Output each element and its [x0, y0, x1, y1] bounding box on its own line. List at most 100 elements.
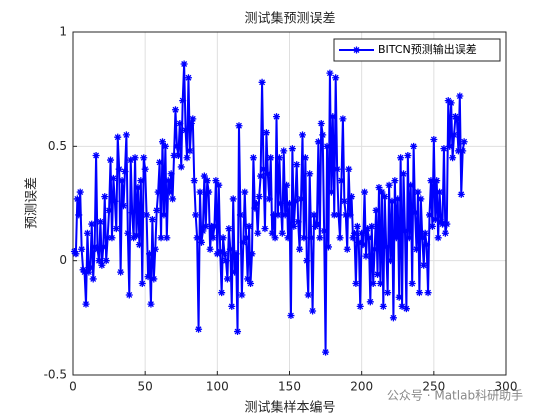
point-marker: [76, 188, 84, 196]
point-marker: [105, 206, 113, 214]
point-marker: [261, 225, 269, 233]
point-marker: [218, 289, 226, 297]
point-marker: [228, 302, 236, 310]
point-marker: [242, 234, 250, 242]
point-marker: [369, 280, 377, 288]
point-marker: [268, 229, 276, 237]
point-marker: [423, 241, 431, 249]
legend-label: BITCN预测输出误差: [378, 42, 477, 56]
point-marker: [170, 151, 178, 159]
point-marker: [148, 216, 156, 224]
point-marker: [257, 172, 265, 180]
point-marker: [420, 261, 428, 269]
point-marker: [130, 234, 138, 242]
point-marker: [145, 250, 153, 258]
point-marker: [460, 138, 468, 146]
point-marker: [78, 245, 86, 253]
point-marker: [300, 234, 308, 242]
point-marker: [247, 280, 255, 288]
point-marker: [363, 225, 371, 233]
point-marker: [94, 245, 102, 253]
point-marker: [183, 154, 191, 162]
point-marker: [457, 190, 465, 198]
point-marker: [376, 280, 384, 288]
point-marker: [428, 222, 436, 230]
point-marker: [258, 78, 266, 86]
point-marker: [206, 245, 214, 253]
point-marker: [226, 245, 234, 253]
point-marker: [73, 195, 81, 203]
point-marker: [343, 245, 351, 253]
point-marker: [192, 211, 200, 219]
point-marker: [138, 280, 146, 288]
point-marker: [186, 147, 194, 155]
point-marker: [413, 245, 421, 253]
point-marker: [92, 151, 100, 159]
point-marker: [330, 211, 338, 219]
y-tick-label: 1: [59, 25, 67, 39]
point-marker: [345, 165, 353, 173]
point-marker: [356, 302, 364, 310]
point-marker: [320, 227, 328, 235]
chart-title: 测试集预测误差: [244, 11, 335, 27]
point-marker: [447, 99, 455, 107]
point-marker: [453, 115, 461, 123]
point-marker: [131, 154, 139, 162]
point-marker: [294, 218, 302, 226]
point-marker: [265, 195, 273, 203]
point-marker: [353, 222, 361, 230]
point-marker: [158, 138, 166, 146]
point-marker: [340, 197, 348, 205]
point-marker: [326, 69, 334, 77]
point-marker: [314, 138, 322, 146]
point-marker: [415, 289, 423, 297]
point-marker: [293, 161, 301, 169]
point-marker: [288, 145, 296, 153]
point-marker: [267, 154, 275, 162]
point-marker: [111, 197, 119, 205]
point-marker: [117, 268, 125, 276]
point-marker: [167, 170, 175, 178]
point-marker: [387, 257, 395, 265]
point-marker: [81, 268, 89, 276]
point-marker: [348, 193, 356, 201]
point-marker: [135, 241, 143, 249]
point-marker: [229, 195, 237, 203]
point-marker: [83, 229, 91, 237]
point-marker: [150, 275, 158, 283]
point-marker: [153, 206, 161, 214]
point-marker: [190, 177, 198, 185]
point-marker: [193, 234, 201, 242]
point-marker: [371, 245, 379, 253]
point-marker: [306, 170, 314, 178]
point-marker: [352, 280, 360, 288]
point-marker: [91, 243, 99, 251]
point-marker: [303, 257, 311, 265]
x-tick-label: 300: [495, 380, 518, 394]
point-marker: [161, 142, 169, 150]
point-marker: [434, 234, 442, 242]
point-marker: [278, 229, 286, 237]
point-marker: [205, 188, 213, 196]
point-marker: [384, 289, 392, 297]
point-marker: [438, 220, 446, 228]
point-marker: [254, 229, 262, 237]
point-marker: [404, 151, 412, 159]
point-marker: [342, 211, 350, 219]
point-marker: [176, 119, 184, 127]
point-marker: [273, 113, 281, 121]
point-marker: [223, 275, 231, 283]
point-marker: [456, 92, 464, 100]
point-marker: [196, 188, 204, 196]
point-marker: [284, 234, 292, 242]
point-marker: [287, 312, 295, 320]
point-marker: [124, 229, 132, 237]
point-marker: [99, 243, 107, 251]
point-marker: [375, 183, 383, 191]
point-marker: [112, 225, 120, 233]
point-marker: [173, 142, 181, 150]
point-marker: [86, 264, 94, 272]
point-marker: [374, 270, 382, 278]
point-marker: [358, 229, 366, 237]
